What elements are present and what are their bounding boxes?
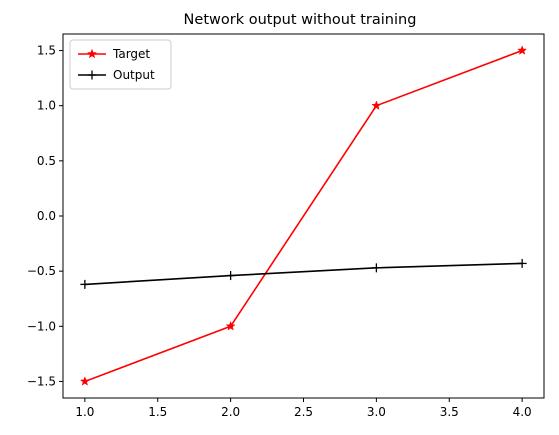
y-axis: −1.5 −1.0 −0.5 0.0 0.5 1.0 1.5 — [27, 44, 63, 389]
series-line-target — [85, 51, 522, 382]
data-point-output — [372, 263, 381, 272]
y-tick-label: 0.5 — [37, 154, 56, 168]
data-point-target — [518, 46, 527, 54]
x-tick-label: 1.5 — [148, 405, 167, 419]
x-tick-label: 1.0 — [75, 405, 94, 419]
x-axis: 1.0 1.5 2.0 2.5 3.0 3.5 4.0 — [75, 398, 531, 419]
legend-label: Output — [113, 68, 155, 82]
y-tick-label: −1.5 — [27, 374, 56, 388]
data-point-output — [518, 259, 527, 268]
x-tick-label: 3.0 — [367, 405, 386, 419]
legend: Target Output — [70, 40, 171, 89]
series-output — [80, 259, 526, 289]
x-tick-label: 3.5 — [440, 405, 459, 419]
x-tick-label: 4.0 — [513, 405, 532, 419]
data-point-target — [80, 377, 89, 385]
data-point-output — [80, 280, 89, 289]
y-tick-label: 1.5 — [37, 44, 56, 58]
legend-label: Target — [112, 47, 150, 61]
series-line-output — [85, 263, 522, 284]
data-point-target — [372, 101, 381, 109]
chart-title: Network output without training — [184, 12, 417, 28]
y-tick-label: −1.0 — [27, 319, 56, 333]
y-tick-label: 0.0 — [37, 209, 56, 223]
y-tick-label: 1.0 — [37, 99, 56, 113]
x-tick-label: 2.0 — [221, 405, 240, 419]
series-target — [80, 46, 526, 385]
plot-area — [80, 46, 526, 385]
y-tick-label: −0.5 — [27, 264, 56, 278]
x-tick-label: 2.5 — [294, 405, 313, 419]
data-point-output — [226, 271, 235, 280]
